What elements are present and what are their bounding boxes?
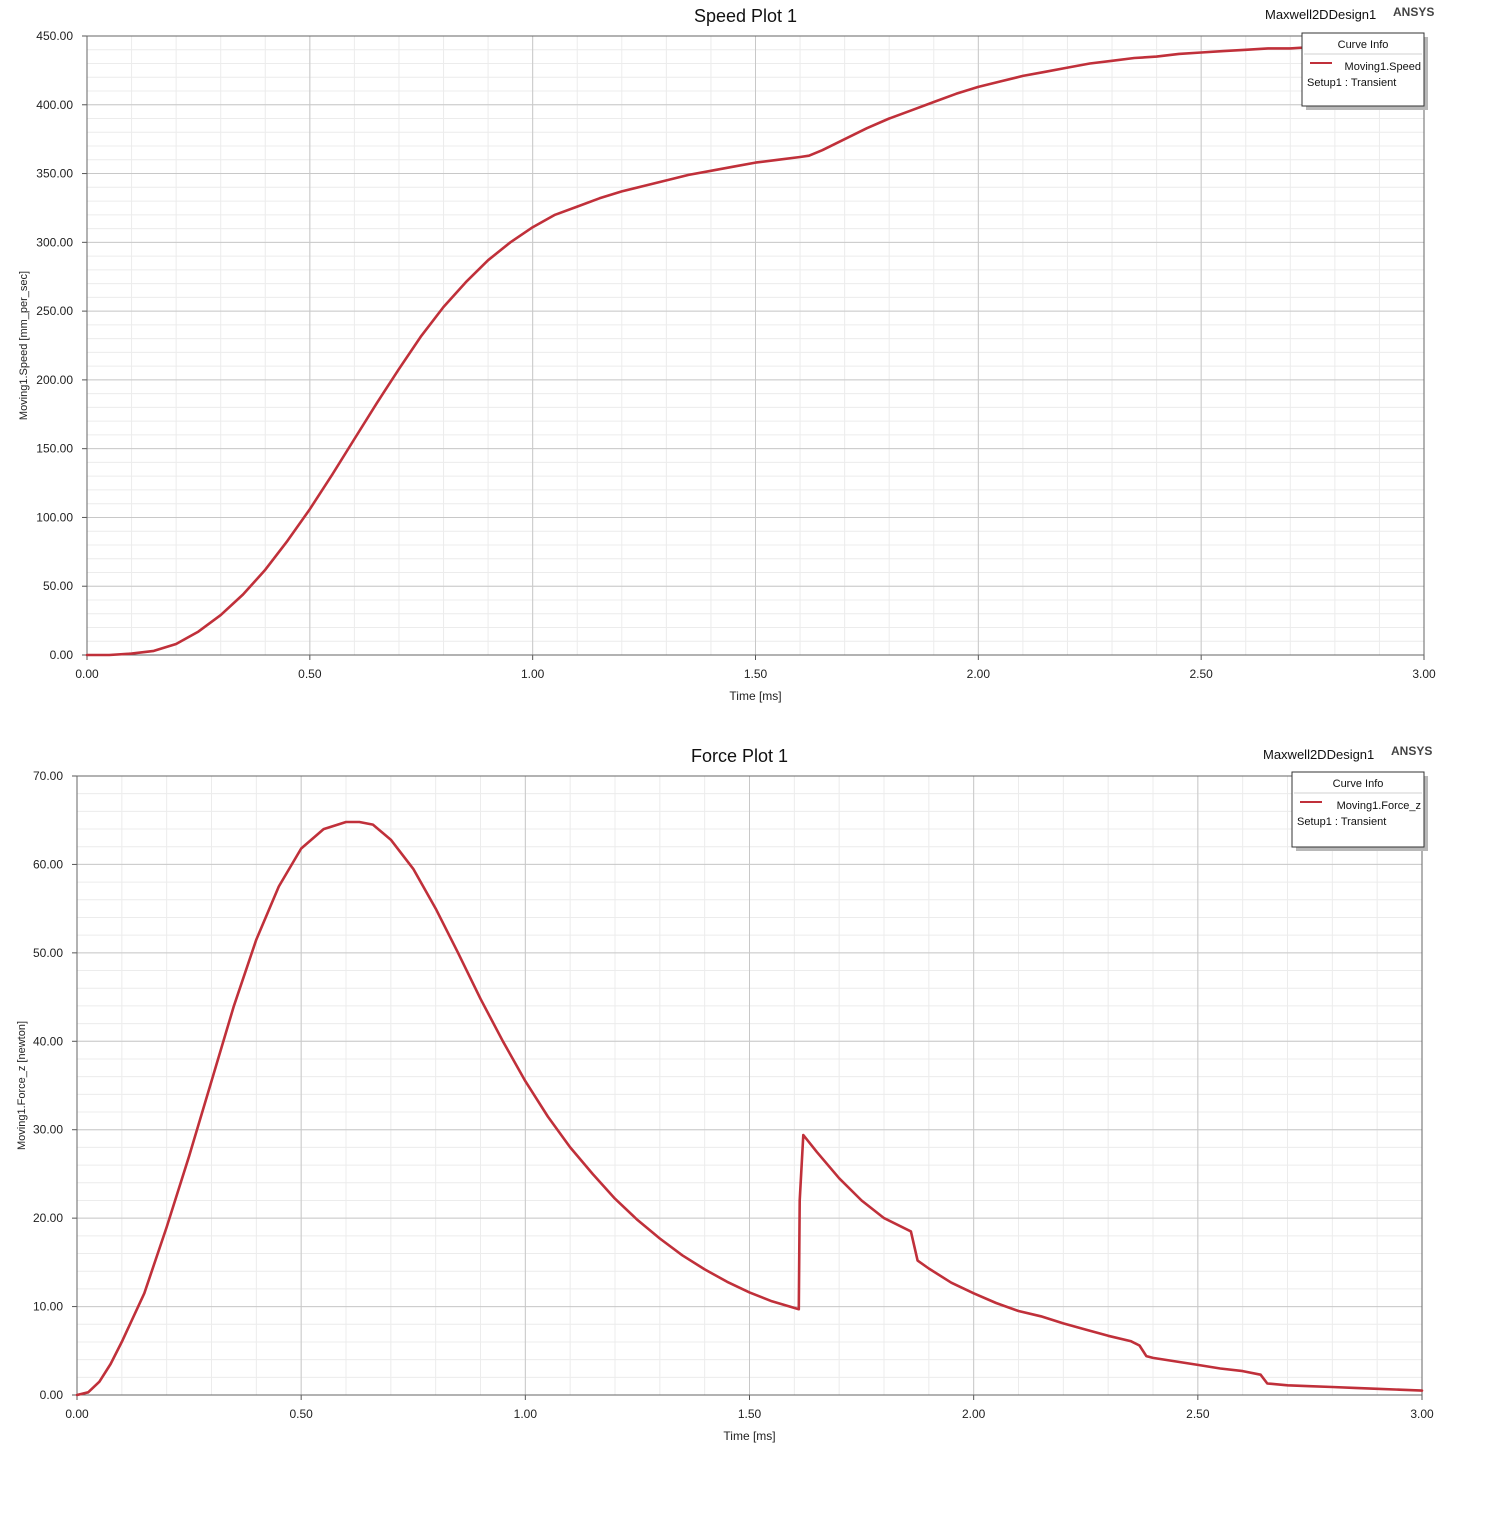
chart2-legend-entry-sub: Setup1 : Transient (1297, 816, 1386, 828)
chart1-x-tick-label: 0.50 (298, 667, 322, 681)
chart1-y-tick-label: 200.00 (36, 373, 73, 387)
chart2-x-tick-label: 0.00 (65, 1407, 89, 1421)
chart2-y-tick-label: 10.00 (33, 1300, 63, 1314)
chart2-x-axis-label: Time [ms] (723, 1429, 775, 1443)
chart2-y-tick-label: 60.00 (33, 857, 63, 871)
chart2-x-tick-label: 2.50 (1186, 1407, 1210, 1421)
chart1-x-tick-label: 1.50 (744, 667, 768, 681)
chart2-series-line-1 (75, 820, 1424, 1397)
chart1: 0.00 0.50 1.00 1.50 2.00 2.50 3.00 0.00 50.00 100… (18, 5, 1436, 703)
chart2-plot-frame (76, 775, 1423, 1396)
chart1-y-tick-label: 100.00 (36, 510, 73, 524)
chart2-y-tick-label: 0.00 (40, 1388, 64, 1402)
chart2-y-tick-label: 40.00 (33, 1034, 63, 1048)
chart2-x-tick-label: 0.50 (289, 1407, 313, 1421)
chart1-y-tick-label: 50.00 (43, 579, 73, 593)
chart2-y-tick-label: 30.00 (33, 1123, 63, 1137)
chart2-x-tick-label: 3.00 (1410, 1407, 1434, 1421)
chart1-title: Speed Plot 1 (694, 6, 797, 26)
chart1-series-line-1 (85, 44, 1426, 657)
chart1-plot-frame (86, 35, 1425, 656)
chart2-x-tick-label: 2.00 (962, 1407, 986, 1421)
chart1-legend-title: Curve Info (1338, 39, 1389, 51)
chart1-legend-entry-sub: Setup1 : Transient (1307, 77, 1396, 89)
chart1-legend[interactable]: Curve Info Moving1.Speed Setup1 : Transien… (1301, 32, 1428, 110)
chart1-y-tick-label: 250.00 (36, 304, 73, 318)
chart2-y-tick-label: 20.00 (33, 1211, 63, 1225)
chart1-x-tick-label: 2.50 (1189, 667, 1213, 681)
chart1-design-name: Maxwell2DDesign1 (1265, 7, 1376, 22)
chart1-y-axis-label: Moving1.Speed [mm_per_sec] (18, 271, 30, 420)
chart1-legend-entry-name: Moving1.Speed (1345, 61, 1421, 73)
chart1-x-tick-label: 0.00 (75, 667, 99, 681)
chart1-x-tick-label: 2.00 (967, 667, 991, 681)
chart2-y-tick-label: 50.00 (33, 946, 63, 960)
chart1-y-tick-label: 400.00 (36, 98, 73, 112)
chart1-y-tick-label: 450.00 (36, 29, 73, 43)
chart1-y-tick-label: 150.00 (36, 442, 73, 456)
chart1-y-tick-label: 300.00 (36, 235, 73, 249)
chart1-y-tick-label: 0.00 (50, 648, 74, 662)
chart2: 0.00 0.50 1.00 1.50 2.00 2.50 3.00 0.00 10.00 20.… (16, 744, 1434, 1443)
chart2-design-name: Maxwell2DDesign1 (1263, 747, 1374, 762)
chart2-x-tick-label: 1.00 (514, 1407, 538, 1421)
chart2-legend-title: Curve Info (1333, 778, 1384, 790)
chart1-y-tick-label: 350.00 (36, 167, 73, 181)
chart2-legend-entry-name: Moving1.Force_z (1337, 800, 1421, 812)
chart2-legend-box (1291, 771, 1425, 848)
chart2-y-axis-label: Moving1.Force_z [newton] (16, 1021, 28, 1150)
chart1-x-tick-label: 3.00 (1412, 667, 1436, 681)
chart1-brand-label: ANSYS (1393, 5, 1434, 19)
chart1-legend-box (1301, 32, 1425, 107)
chart2-x-tick-label: 1.50 (738, 1407, 762, 1421)
chart1-x-tick-label: 1.00 (521, 667, 545, 681)
chart2-title: Force Plot 1 (691, 746, 788, 766)
chart2-legend[interactable]: Curve Info Moving1.Force_z Setup1 : Transi… (1291, 771, 1428, 851)
chart2-brand-label: ANSYS (1391, 744, 1432, 758)
chart2-y-tick-label: 70.00 (33, 769, 63, 783)
chart1-x-axis-label: Time [ms] (729, 689, 781, 703)
